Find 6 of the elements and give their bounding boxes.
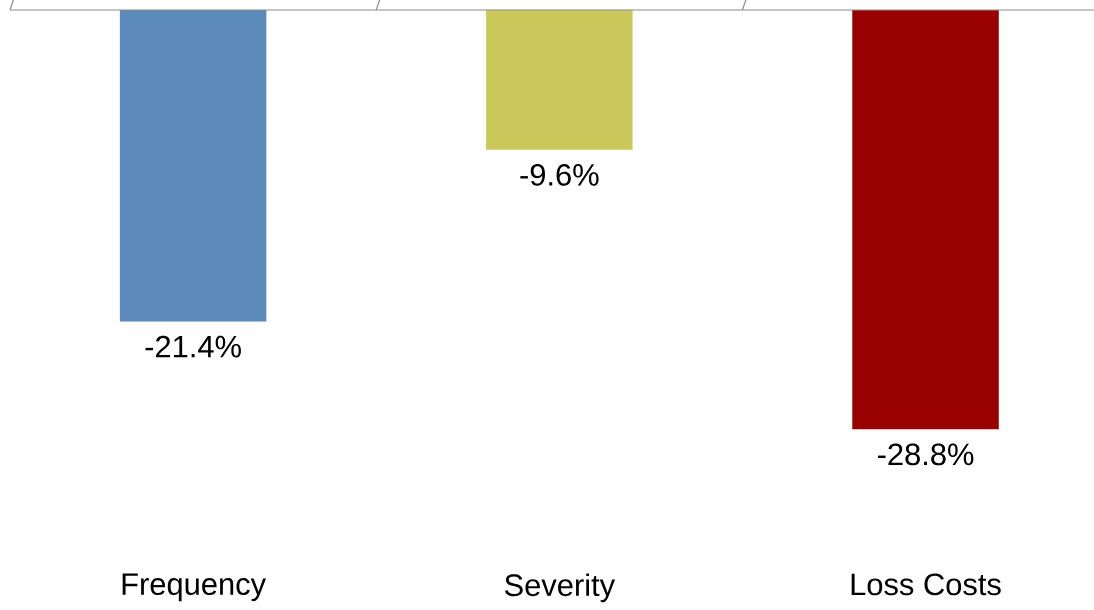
data-label: -28.8%	[877, 443, 974, 466]
data-label: -9.6%	[520, 163, 599, 186]
x-tick-label: Frequency	[122, 573, 266, 602]
x-tick-label: Severity	[504, 573, 616, 603]
x-tick-label: Loss Costs	[851, 573, 1001, 596]
data-label: -21.4%	[145, 335, 241, 358]
